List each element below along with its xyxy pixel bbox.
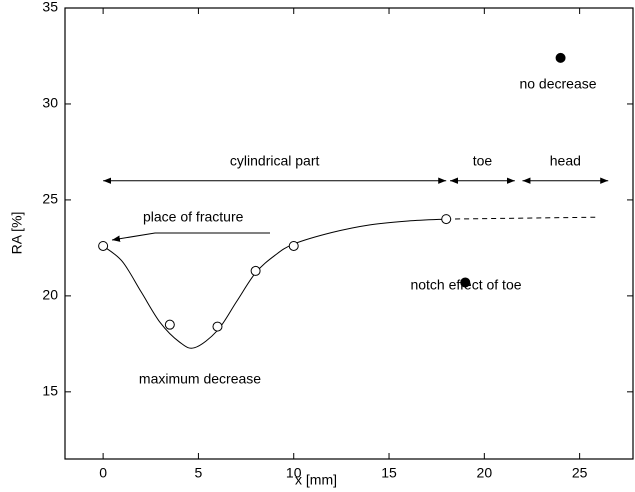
data-point xyxy=(212,321,223,332)
y-tick-label: 25 xyxy=(42,191,58,207)
x-tick-label: 20 xyxy=(477,465,493,481)
x-axis-title: x [mm] xyxy=(295,472,337,488)
x-tick-label: 25 xyxy=(572,465,588,481)
fit-curve xyxy=(102,218,447,349)
annotation: no decrease xyxy=(519,76,596,92)
annotation: place of fracture xyxy=(143,209,244,225)
dashed-line xyxy=(446,216,599,220)
data-point xyxy=(441,214,452,225)
region-label: cylindrical part xyxy=(230,152,320,168)
region-label: head xyxy=(550,152,581,168)
y-tick-label: 35 xyxy=(42,0,58,15)
data-point xyxy=(250,265,261,276)
data-point xyxy=(460,277,471,288)
y-tick-label: 30 xyxy=(42,95,58,111)
plot-frame xyxy=(64,7,634,460)
y-axis-title: RA [%] xyxy=(9,212,25,255)
x-tick-label: 0 xyxy=(99,465,107,481)
y-tick-label: 20 xyxy=(42,287,58,303)
region-label: toe xyxy=(473,152,493,168)
data-point xyxy=(98,240,109,251)
x-tick-label: 15 xyxy=(381,465,397,481)
data-point xyxy=(555,52,566,63)
x-tick-label: 10 xyxy=(286,465,302,481)
data-point xyxy=(164,319,175,330)
y-tick-label: 15 xyxy=(42,383,58,399)
data-point xyxy=(288,240,299,251)
x-tick-label: 5 xyxy=(195,465,203,481)
annotation: maximum decrease xyxy=(139,371,261,387)
fracture-arrow xyxy=(111,232,270,242)
